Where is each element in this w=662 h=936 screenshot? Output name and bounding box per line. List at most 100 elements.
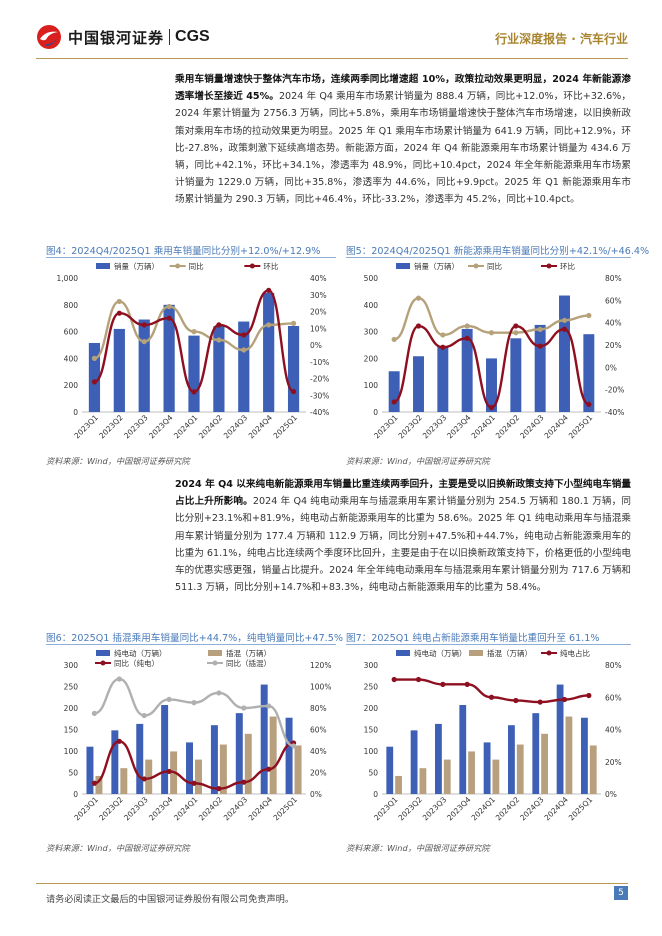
bar-销量（万辆）-2023Q2 (413, 356, 424, 412)
bar-销量（万辆）-2024Q3 (238, 321, 250, 412)
point-同比-2024Q4 (561, 317, 568, 323)
point-纯电占比-2024Q1 (488, 694, 495, 700)
x-tick-label: 2023Q1 (372, 413, 400, 441)
y-tick-label-right: 20% (605, 758, 622, 767)
bar-插混（万辆）-2023Q4 (468, 751, 475, 794)
point-环比-2024Q1 (191, 389, 197, 395)
logo-text-en: CGS (175, 28, 210, 45)
point-环比-2024Q4 (561, 326, 568, 332)
legend-marker (175, 263, 181, 269)
point-同比-2024Q1 (488, 330, 495, 336)
y-tick-label-left: 200 (364, 354, 379, 363)
bar-插混（万辆）-2024Q3 (244, 733, 252, 794)
bar-销量（万辆）-2025Q1 (287, 325, 300, 412)
y-tick-label-right: -40% (310, 408, 329, 417)
bar-销量（万辆）-2024Q1 (486, 358, 497, 412)
bar-销量（万辆）-2025Q1 (583, 334, 595, 412)
y-tick-label-right: 0% (605, 790, 617, 799)
y-tick-label-left: 400 (64, 354, 79, 363)
legend-label: 同比（纯电） (114, 658, 159, 668)
logo-divider (169, 29, 171, 45)
point-环比-2023Q2 (415, 323, 422, 329)
bar-销量（万辆）-2024Q2 (213, 326, 225, 412)
x-tick-label: 2023Q4 (147, 413, 175, 441)
point-纯电占比-2023Q3 (440, 681, 446, 687)
x-tick-label: 2023Q3 (421, 413, 449, 441)
legend-label: 同比（插混） (226, 658, 271, 668)
x-tick-label: 2024Q4 (247, 413, 275, 441)
x-tick-label: 2024Q1 (172, 413, 200, 441)
x-tick-label: 2023Q3 (122, 795, 150, 823)
bar-纯电动（万辆）-2023Q4 (459, 704, 467, 794)
x-tick-label: 2024Q4 (543, 413, 571, 441)
point-同比（纯电）-2023Q4 (166, 768, 172, 775)
chart-legend: 销量（万辆） 同比 环比 (96, 261, 279, 271)
point-同比-2023Q1 (391, 336, 397, 343)
y-tick-label-left: 200 (64, 704, 79, 713)
y-tick-label-right: 40% (605, 726, 622, 735)
point-同比-2025Q1 (290, 320, 297, 326)
bar-纯电动（万辆）-2023Q2 (111, 730, 119, 794)
legend-marker (546, 263, 552, 269)
bar-纯电动（万辆）-2023Q3 (136, 723, 144, 794)
fig6-svg: 纯电动（万辆） 插混（万辆） 同比（纯电） 同比（插混） 300 250 200 150 100… (64, 648, 332, 823)
x-tick-label: 2023Q1 (372, 795, 400, 823)
x-tick-label: 2023Q1 (72, 413, 100, 441)
point-同比（插混）-2023Q4 (166, 696, 172, 702)
x-tick-label: 2024Q1 (470, 413, 498, 441)
bar-销量（万辆）-2024Q2 (510, 338, 522, 412)
fig4-title-rule (46, 257, 336, 258)
point-纯电占比-2024Q3 (537, 699, 543, 705)
bar-纯电动（万辆）-2025Q1 (285, 717, 293, 794)
bar-插混（万辆）-2025Q1 (589, 745, 597, 794)
bar-销量（万辆）-2024Q4 (263, 292, 275, 412)
bar-纯电动（万辆）-2023Q1 (386, 746, 394, 794)
y-tick-label-right: 30% (310, 291, 327, 300)
bar-纯电动（万辆）-2024Q2 (508, 725, 515, 794)
point-同比（纯电）-2024Q2 (216, 786, 222, 792)
y-tick-label-left: 150 (64, 726, 79, 735)
y-tick-label-right: 120% (310, 661, 331, 670)
point-同比-2024Q2 (216, 337, 222, 343)
point-纯电占比-2024Q4 (561, 696, 568, 703)
point-纯电占比-2023Q1 (391, 676, 397, 683)
bar-插混（万辆）-2024Q2 (516, 744, 524, 794)
legend-marker (212, 660, 218, 666)
y-tick-label-right: 60% (310, 726, 327, 735)
x-tick-label: 2024Q4 (247, 795, 275, 823)
x-tick-label: 2024Q2 (494, 795, 522, 823)
bar-销量（万辆）-2023Q4 (461, 328, 473, 412)
y-tick-label-left: 100 (364, 381, 379, 390)
x-tick-label: 2024Q4 (543, 795, 571, 823)
y-tick-label-left: 600 (64, 328, 79, 337)
paragraph-bev-share: 2024 年 Q4 以来纯电新能源乘用车销量比重连续两季回升，主要是受以旧换新政… (175, 476, 631, 596)
point-同比（插混）-2025Q1 (290, 743, 297, 749)
x-tick-label: 2023Q3 (122, 413, 150, 441)
x-tick-label: 2023Q1 (72, 795, 100, 823)
point-环比-2024Q2 (216, 322, 222, 328)
point-同比-2023Q3 (440, 332, 446, 338)
legend-swatch (469, 650, 483, 656)
y-tick-label-right: 20% (310, 769, 327, 778)
y-tick-label-left: 300 (364, 328, 379, 337)
y-tick-label-right: 40% (310, 747, 327, 756)
fig4-title: 图4：2024Q4/2025Q1 乘用车销量同比分别+12.0%/+12.9% (46, 246, 321, 257)
y-tick-label-left: 250 (364, 683, 379, 692)
bar-插混（万辆）-2025Q1 (294, 745, 302, 794)
bar-销量（万辆）-2024Q1 (188, 335, 200, 412)
y-tick-label-right: -10% (310, 358, 329, 367)
legend-label: 纯电占比 (560, 648, 590, 658)
fig7-chart: 纯电动（万辆） 插混（万辆） 纯电占比 300 250 200 150 100 50 0 80% 60… (346, 647, 631, 832)
point-同比（插混）-2024Q2 (216, 690, 222, 696)
paragraph-lead: 乘用车销量增速快于整体汽车市场，连续两季同比增速超 10%，政策拉动效果更明显，… (175, 74, 631, 103)
point-同比（纯电）-2024Q3 (241, 779, 247, 785)
legend-label: 销量（万辆） (114, 261, 159, 271)
legend-label: 纯电动（万辆） (414, 648, 467, 658)
paragraph-passenger-car-sales: 乘用车销量增速快于整体汽车市场，连续两季同比增速超 10%，政策拉动效果更明显，… (175, 71, 631, 209)
x-tick-label: 2024Q1 (470, 795, 498, 823)
y-tick-label-left: 250 (64, 683, 79, 692)
y-tick-label-right: 0% (310, 790, 322, 799)
point-同比（插混）-2023Q2 (116, 676, 122, 682)
y-tick-label-left: 800 (64, 301, 79, 310)
report-type: 行业深度报告 · 汽车行业 (495, 32, 628, 46)
